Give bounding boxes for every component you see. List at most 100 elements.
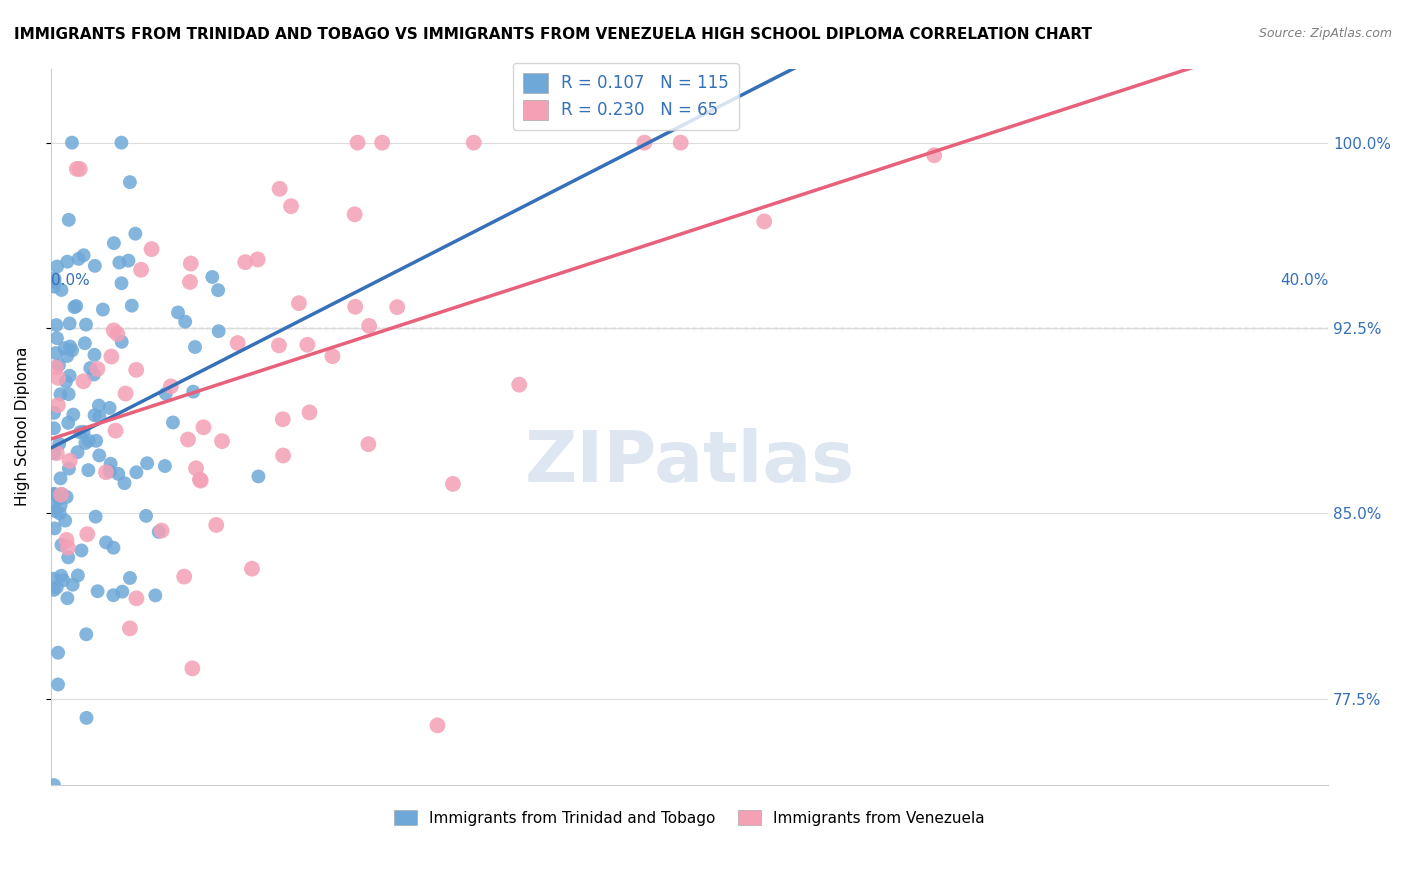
Point	[226, 336, 249, 351]
Point	[56, 254, 79, 268]
Point	[89, 449, 111, 463]
Point	[177, 433, 200, 447]
Point	[48, 491, 70, 506]
Point	[246, 252, 269, 267]
Point	[53, 341, 76, 355]
Point	[46, 260, 69, 274]
Legend: Immigrants from Trinidad and Tobago, Immigrants from Venezuela: Immigrants from Trinidad and Tobago, Imm…	[385, 800, 994, 835]
Point	[121, 299, 143, 313]
Text: Source: ZipAtlas.com: Source: ZipAtlas.com	[1258, 27, 1392, 40]
Point	[58, 212, 80, 227]
Point	[53, 514, 76, 528]
Point	[269, 182, 291, 196]
Point	[75, 627, 97, 641]
Point	[46, 646, 69, 660]
Point	[111, 334, 134, 349]
Point	[62, 408, 84, 422]
Point	[59, 339, 82, 353]
Point	[180, 256, 202, 270]
Point	[143, 588, 166, 602]
Point	[66, 568, 89, 582]
Point	[48, 437, 70, 451]
Point	[129, 262, 152, 277]
Point	[346, 136, 368, 150]
Point	[359, 318, 381, 333]
Point	[83, 259, 105, 273]
Point	[75, 711, 97, 725]
Point	[49, 488, 72, 502]
Point	[94, 535, 117, 549]
Point	[42, 487, 65, 501]
Point	[135, 508, 157, 523]
Point	[280, 199, 302, 213]
Text: 40.0%: 40.0%	[1279, 273, 1329, 288]
Point	[174, 315, 197, 329]
Point	[77, 463, 100, 477]
Point	[51, 283, 73, 297]
Point	[69, 161, 91, 176]
Point	[66, 161, 89, 176]
Point	[42, 500, 65, 515]
Point	[42, 487, 65, 501]
Point	[45, 346, 67, 360]
Point	[211, 434, 233, 449]
Text: ZIPatlas: ZIPatlas	[524, 428, 855, 497]
Point	[207, 283, 229, 297]
Point	[42, 572, 65, 586]
Point	[56, 349, 79, 363]
Point	[89, 409, 111, 424]
Point	[98, 464, 121, 478]
Point	[922, 148, 945, 162]
Point	[118, 175, 141, 189]
Point	[77, 434, 100, 448]
Point	[58, 387, 80, 401]
Point	[59, 454, 82, 468]
Point	[201, 270, 224, 285]
Point	[141, 242, 163, 256]
Text: IMMIGRANTS FROM TRINIDAD AND TOBAGO VS IMMIGRANTS FROM VENEZUELA HIGH SCHOOL DIP: IMMIGRANTS FROM TRINIDAD AND TOBAGO VS I…	[14, 27, 1092, 42]
Point	[117, 253, 139, 268]
Point	[62, 578, 84, 592]
Point	[83, 348, 105, 362]
Point	[51, 538, 73, 552]
Point	[463, 136, 485, 150]
Point	[271, 449, 294, 463]
Point	[55, 533, 77, 547]
Point	[56, 591, 79, 606]
Point	[58, 461, 80, 475]
Point	[100, 350, 122, 364]
Point	[124, 227, 146, 241]
Point	[48, 358, 70, 372]
Point	[167, 305, 190, 319]
Text: 0.0%: 0.0%	[51, 273, 90, 288]
Point	[86, 362, 108, 376]
Point	[153, 458, 176, 473]
Point	[508, 377, 530, 392]
Point	[70, 543, 93, 558]
Point	[103, 541, 125, 555]
Point	[59, 368, 82, 383]
Point	[125, 363, 148, 377]
Point	[205, 518, 228, 533]
Point	[98, 401, 121, 415]
Point	[103, 588, 125, 602]
Point	[118, 571, 141, 585]
Point	[344, 300, 367, 314]
Point	[426, 718, 449, 732]
Point	[184, 461, 207, 475]
Point	[49, 507, 72, 521]
Point	[371, 136, 394, 150]
Point	[267, 338, 290, 352]
Point	[107, 326, 129, 341]
Point	[45, 318, 67, 332]
Point	[104, 424, 127, 438]
Point	[125, 591, 148, 606]
Point	[56, 541, 79, 555]
Point	[181, 661, 204, 675]
Point	[72, 374, 94, 388]
Point	[108, 255, 131, 269]
Point	[385, 300, 408, 314]
Point	[357, 437, 380, 451]
Point	[91, 302, 114, 317]
Point	[103, 236, 125, 251]
